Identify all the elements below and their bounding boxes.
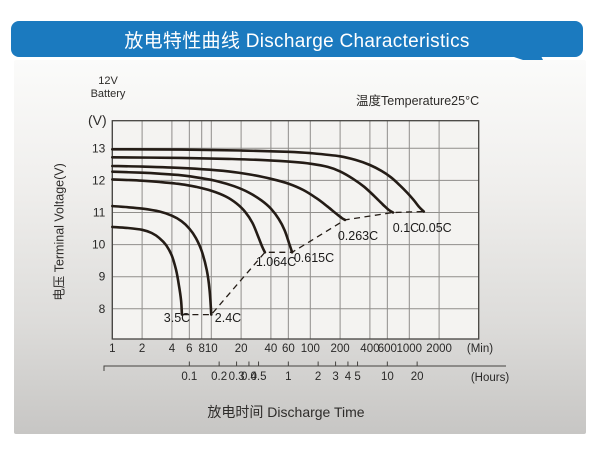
curve-label-0.05C: 0.05C (418, 221, 451, 235)
x-tick-label-hours: 0.2 (211, 371, 227, 383)
plot-border (111, 120, 480, 340)
curve-label-0.1C: 0.1C (393, 221, 419, 235)
discharge-curve-0.615C (111, 170, 294, 254)
battery-voltage-text: 12V (98, 75, 118, 87)
x-tick-label-min: 4 (169, 343, 176, 355)
x-tick-label-hours: 10 (381, 371, 394, 383)
discharge-curve-0.263C (111, 164, 347, 222)
x-tick-label-hours: 0.5 (251, 371, 267, 383)
x-tick-label-hours: 3 (332, 371, 338, 383)
temperature-label: 温度Temperature25°C (356, 94, 480, 108)
x-tick-label-hours: 20 (411, 371, 424, 383)
x-tick-label-min: 200 (331, 343, 350, 355)
y-tick-label: 10 (92, 238, 106, 252)
x-tick-label-min: 1 (109, 343, 115, 355)
y-tick-label: 11 (93, 206, 106, 220)
voltage-unit-label: (V) (88, 112, 107, 128)
hours-axis-line (103, 365, 506, 371)
x-unit-hours: (Hours) (471, 372, 510, 384)
x-unit-min: (Min) (467, 343, 493, 355)
page-title: 放电特性曲线 Discharge Characteristics (124, 30, 470, 52)
x-tick-label-hours: 0.4 (241, 371, 258, 383)
y-tick-label: 12 (92, 173, 106, 187)
x-tick-label-min: 6 (186, 343, 192, 355)
battery-type-label: 12V Battery (82, 75, 134, 101)
curve-label-3.5C: 3.5C (164, 311, 190, 325)
x-tick-label-min: 2 (139, 343, 145, 355)
x-tick-label-min: 8 (199, 343, 205, 355)
y-tick-label: 9 (99, 270, 106, 284)
x-tick-label-hours: 1 (285, 371, 291, 383)
x-tick-label-min: 20 (235, 343, 248, 355)
curve-label-1.064C: 1.064C (256, 255, 296, 269)
x-tick-label-hours: 0.1 (181, 371, 197, 383)
discharge-curve-0.05C (111, 148, 426, 213)
discharge-curve-0.1C (111, 156, 395, 214)
x-tick-label-hours: 0.3 (229, 371, 245, 383)
x-tick-label-min: 100 (301, 343, 320, 355)
x-tick-label-hours: 4 (345, 371, 352, 383)
title-banner: 放电特性曲线 Discharge Characteristics (11, 21, 583, 57)
x-axis-title: 放电时间 Discharge Time (207, 404, 365, 420)
x-tick-label-min: 60 (282, 343, 295, 355)
discharge-curve-2.4C (111, 204, 213, 316)
x-tick-label-hours: 2 (315, 371, 321, 383)
x-tick-label-min: 600 (378, 343, 397, 355)
x-tick-label-min: 400 (360, 343, 379, 355)
x-tick-label-min: 10 (205, 343, 218, 355)
curve-label-2.4C: 2.4C (215, 311, 241, 325)
x-tick-label-hours: 5 (354, 371, 360, 383)
discharge-curve-3.5C (111, 225, 184, 316)
curve-label-0.263C: 0.263C (338, 229, 378, 243)
battery-word-text: Battery (90, 88, 126, 100)
discharge-curve-1.064C (111, 178, 267, 254)
curve-label-0.615C: 0.615C (294, 251, 334, 265)
x-tick-label-min: 40 (265, 343, 278, 355)
x-tick-label-min: 1000 (397, 343, 423, 355)
y-tick-label: 13 (92, 141, 106, 155)
x-tick-label-min: 2000 (426, 343, 452, 355)
y-tick-label: 8 (99, 302, 106, 316)
